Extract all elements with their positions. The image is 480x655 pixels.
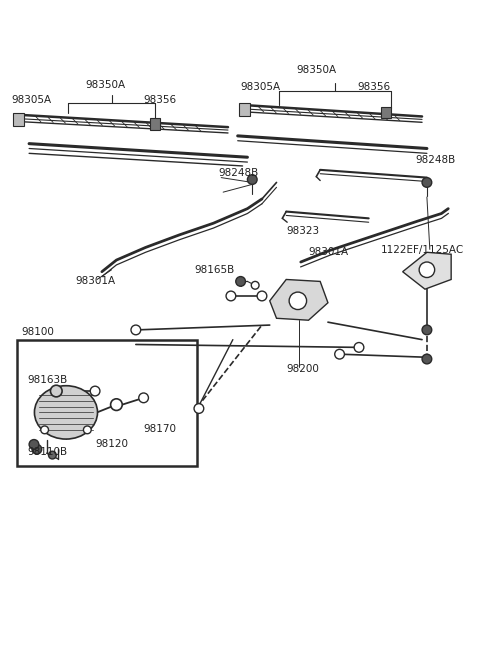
Polygon shape <box>403 252 451 289</box>
Bar <box>239 103 250 117</box>
Text: 98248B: 98248B <box>415 155 456 165</box>
Circle shape <box>110 399 122 411</box>
Bar <box>17 340 197 466</box>
Polygon shape <box>270 280 328 320</box>
Circle shape <box>335 349 345 359</box>
Circle shape <box>32 444 42 454</box>
Text: 98305A: 98305A <box>240 83 281 92</box>
Text: 98356: 98356 <box>357 83 390 92</box>
Text: 98305A: 98305A <box>12 95 52 105</box>
Text: 98163B: 98163B <box>27 375 67 385</box>
Circle shape <box>422 325 432 335</box>
Circle shape <box>50 385 62 397</box>
Circle shape <box>84 426 91 434</box>
Circle shape <box>131 325 141 335</box>
Bar <box>150 119 160 130</box>
Text: 98248B: 98248B <box>218 168 259 178</box>
Circle shape <box>194 403 204 413</box>
Ellipse shape <box>35 386 97 439</box>
Circle shape <box>247 175 257 185</box>
Bar <box>381 107 391 119</box>
Text: 98110B: 98110B <box>27 447 67 457</box>
Circle shape <box>422 178 432 187</box>
Circle shape <box>257 291 267 301</box>
Text: 98356: 98356 <box>144 95 177 105</box>
Text: 98200: 98200 <box>286 364 319 374</box>
Circle shape <box>236 276 245 286</box>
Text: 98165B: 98165B <box>194 265 234 274</box>
Bar <box>12 113 24 126</box>
Circle shape <box>139 393 148 403</box>
Text: 98301A: 98301A <box>309 248 348 257</box>
Text: 98323: 98323 <box>286 226 319 236</box>
Text: 98100: 98100 <box>21 327 54 337</box>
Text: 1122EF/1125AC: 1122EF/1125AC <box>380 246 464 255</box>
Circle shape <box>419 262 435 278</box>
Circle shape <box>90 386 100 396</box>
Circle shape <box>252 282 259 289</box>
Text: 98120: 98120 <box>95 440 128 449</box>
Text: 98170: 98170 <box>144 424 177 434</box>
Circle shape <box>289 292 307 310</box>
Text: 98301A: 98301A <box>76 276 116 286</box>
Text: 98350A: 98350A <box>296 65 336 75</box>
Circle shape <box>29 440 39 449</box>
Circle shape <box>226 291 236 301</box>
Circle shape <box>48 451 56 459</box>
Text: 98350A: 98350A <box>85 81 125 90</box>
Circle shape <box>422 354 432 364</box>
Circle shape <box>41 426 48 434</box>
Circle shape <box>354 343 364 352</box>
